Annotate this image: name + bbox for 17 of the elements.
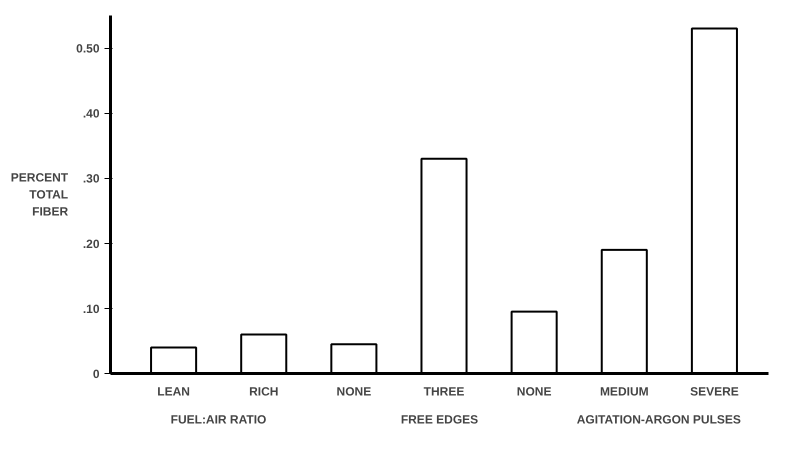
y-tick-label: .10 xyxy=(82,302,100,316)
x-tick-label: LEAN xyxy=(157,384,190,398)
x-tick-label: THREE xyxy=(424,384,464,398)
x-tick-label: NONE xyxy=(516,384,552,398)
y-tick-label: 0.50 xyxy=(76,42,100,56)
x-tick-label: NONE xyxy=(336,384,372,398)
x-tick-label: RICH xyxy=(249,384,278,398)
text: AGITATION-ARGON PULSES xyxy=(576,412,741,426)
y-tick-label: .40 xyxy=(82,106,100,121)
text: FUEL:AIR RATIO xyxy=(170,412,266,426)
x-tick-label: SEVERE xyxy=(690,384,739,398)
y-axis-title: PERCENT TOTAL FIBER xyxy=(10,170,69,218)
y-tick-label: 0 xyxy=(92,367,100,381)
y-tick-label: .20 xyxy=(82,236,100,251)
y-tick-label: .30 xyxy=(82,172,100,186)
x-tick-label: MEDIUM xyxy=(600,384,649,398)
text: FREE EDGES xyxy=(400,412,478,426)
